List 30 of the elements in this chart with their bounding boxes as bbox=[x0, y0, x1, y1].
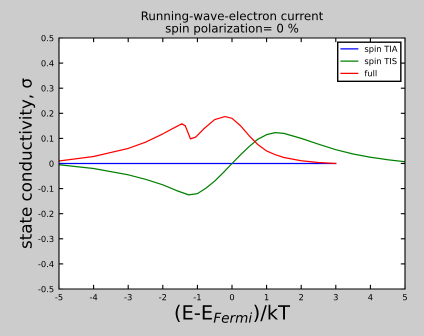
y-tick-label: 0.4 bbox=[41, 60, 54, 66]
y-tick-label: -0.2 bbox=[38, 210, 54, 217]
x-tick-label: -5 bbox=[55, 294, 62, 300]
y-tick-label: -0.1 bbox=[38, 186, 54, 192]
x-tick-label: 3 bbox=[334, 294, 338, 300]
x-tick-label: 4 bbox=[368, 294, 373, 300]
y-tick-label: -0.3 bbox=[38, 236, 54, 242]
line-series bbox=[59, 132, 405, 196]
legend-label: spin TIS bbox=[364, 58, 397, 66]
y-tick-label: -0.4 bbox=[38, 260, 54, 268]
chart-title: Running-wave-electron current spin polarization= 0 % bbox=[142, 11, 324, 35]
x-axis-title: (E-E$_{Fermi}$)/kT bbox=[176, 304, 290, 323]
x-tick-label: -1 bbox=[194, 294, 201, 300]
line-series bbox=[59, 116, 336, 164]
x-tick-label: -3 bbox=[124, 294, 132, 300]
y-tick-label: 0.1 bbox=[41, 135, 54, 142]
x-tick-label: 0 bbox=[230, 294, 234, 300]
legend-label: full bbox=[364, 70, 376, 76]
y-tick-label: 0 bbox=[49, 160, 54, 167]
legend-label: spin TIA bbox=[364, 46, 398, 54]
x-tick-label: -4 bbox=[90, 294, 98, 300]
y-tick-label: -0.5 bbox=[38, 286, 54, 292]
y-tick-label: 0.2 bbox=[41, 110, 54, 117]
y-tick-label: 0.5 bbox=[41, 34, 54, 42]
y-axis-title: state conductivity, σ bbox=[18, 78, 36, 248]
x-tick-label: 1 bbox=[264, 294, 268, 300]
x-tick-label: -2 bbox=[159, 294, 166, 300]
x-tick-label: 2 bbox=[299, 294, 304, 300]
x-tick-label: 5 bbox=[402, 294, 407, 300]
y-tick-label: 0.3 bbox=[41, 85, 54, 92]
